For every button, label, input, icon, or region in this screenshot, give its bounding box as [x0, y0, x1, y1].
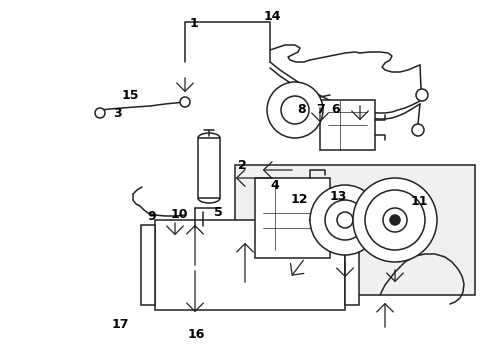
- Text: 4: 4: [270, 179, 279, 192]
- Bar: [141, 225, 155, 305]
- Text: 8: 8: [297, 103, 306, 116]
- Text: 13: 13: [329, 190, 347, 203]
- Bar: [155, 220, 345, 310]
- Text: 2: 2: [238, 159, 247, 172]
- Text: 9: 9: [147, 210, 156, 222]
- Text: 15: 15: [121, 89, 139, 102]
- Circle shape: [95, 108, 105, 118]
- Bar: [198, 138, 220, 198]
- Circle shape: [337, 212, 353, 228]
- Circle shape: [383, 208, 407, 232]
- Circle shape: [416, 89, 428, 101]
- Text: 14: 14: [263, 10, 281, 23]
- Circle shape: [267, 82, 323, 138]
- Circle shape: [180, 97, 190, 107]
- Circle shape: [310, 185, 380, 255]
- Text: 17: 17: [111, 318, 129, 330]
- Text: 16: 16: [187, 328, 205, 341]
- Circle shape: [390, 215, 400, 225]
- Text: 10: 10: [170, 208, 188, 221]
- Circle shape: [353, 178, 437, 262]
- Text: 6: 6: [331, 103, 340, 116]
- Text: 11: 11: [410, 195, 428, 208]
- Circle shape: [412, 124, 424, 136]
- Bar: [235, 165, 475, 295]
- Text: 12: 12: [290, 193, 308, 206]
- Text: 1: 1: [189, 17, 198, 30]
- Bar: [320, 100, 375, 150]
- Text: 7: 7: [317, 103, 325, 116]
- Circle shape: [281, 96, 309, 124]
- Bar: [345, 225, 359, 305]
- Bar: [255, 178, 330, 258]
- Text: 3: 3: [113, 107, 122, 120]
- Circle shape: [365, 190, 425, 250]
- Text: 5: 5: [214, 206, 222, 219]
- Circle shape: [325, 200, 365, 240]
